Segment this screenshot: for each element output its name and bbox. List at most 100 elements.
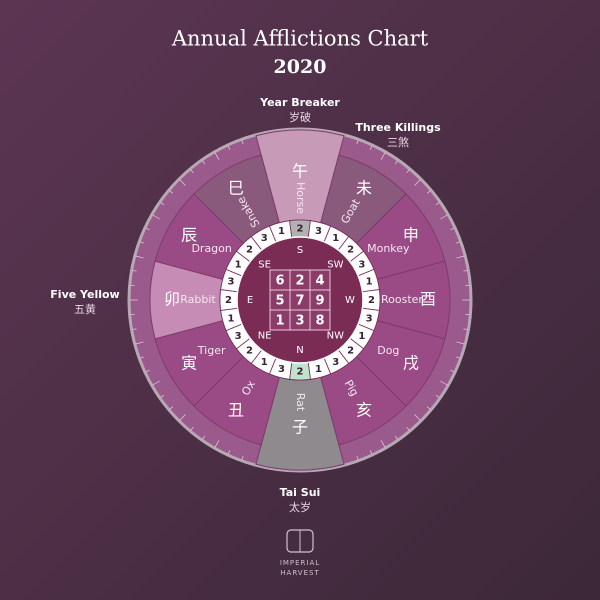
animal-chinese: 卯 [164, 290, 180, 309]
animal-chinese: 未 [356, 179, 372, 198]
mountain-number: 2 [246, 346, 253, 357]
direction-label: NW [327, 330, 344, 341]
degree-tick [426, 406, 431, 410]
title: Annual Afflictions Chart [171, 27, 429, 51]
grid-number: 5 [275, 294, 284, 309]
mountain-number: 3 [332, 357, 339, 368]
degree-tick [406, 169, 410, 174]
degree-tick [140, 356, 145, 359]
logo-text: HARVEST [280, 569, 319, 577]
degree-tick [214, 440, 220, 448]
mountain-number: 3 [227, 276, 234, 287]
animal-name: Dog [377, 344, 399, 357]
mountain-number: 3 [235, 331, 242, 342]
animal-name: Horse [294, 182, 307, 214]
animal-chinese: 辰 [181, 226, 197, 245]
mountain-number: 2 [225, 295, 232, 306]
degree-tick [406, 426, 410, 431]
degree-tick [152, 214, 160, 220]
animal-chinese: 寅 [181, 354, 197, 373]
mountain-number: 2 [246, 244, 253, 255]
degree-tick [414, 414, 421, 421]
grid-number: 6 [275, 274, 284, 289]
degree-tick [463, 328, 468, 330]
degree-tick [380, 440, 386, 448]
mountain-number: 2 [297, 224, 304, 235]
degree-tick [132, 328, 137, 330]
degree-tick [214, 152, 220, 160]
affliction-label: Five Yellow [50, 288, 119, 301]
degree-tick [414, 179, 421, 186]
grid-number: 3 [295, 314, 304, 329]
degree-tick [394, 160, 398, 165]
degree-tick [435, 394, 440, 398]
mountain-number: 2 [347, 346, 354, 357]
mountain-number: 1 [227, 314, 234, 325]
degree-tick [450, 369, 455, 373]
grid-number: 4 [315, 274, 324, 289]
degree-tick [435, 202, 440, 206]
degree-tick [179, 414, 186, 421]
mountain-number: 1 [261, 357, 268, 368]
grid-number: 2 [295, 274, 304, 289]
degree-tick [190, 169, 194, 174]
mountain-number: 2 [368, 295, 375, 306]
degree-tick [190, 426, 194, 431]
grid-number: 9 [315, 294, 324, 309]
degree-tick [450, 227, 455, 231]
degree-tick [169, 406, 174, 410]
animal-chinese: 亥 [356, 400, 372, 419]
grid-cell [309, 309, 331, 331]
mountain-number: 3 [366, 314, 373, 325]
direction-label: SE [258, 260, 271, 271]
degree-tick [455, 356, 460, 359]
affliction-label: Year Breaker [259, 96, 340, 109]
affliction-chinese: 岁破 [289, 110, 311, 124]
animal-name: Rabbit [180, 293, 216, 306]
degree-tick [145, 369, 150, 373]
degree-tick [369, 145, 373, 150]
mountain-number: 1 [235, 259, 242, 270]
affliction-chinese: 三煞 [387, 135, 409, 149]
direction-label: E [247, 295, 253, 306]
degree-tick [369, 450, 373, 455]
affliction-label: Three Killings [355, 121, 441, 134]
degree-tick [135, 341, 144, 345]
grid-number: 8 [315, 314, 324, 329]
animal-chinese: 戌 [403, 354, 419, 373]
degree-tick [160, 394, 165, 398]
mountain-number: 3 [261, 233, 268, 244]
degree-tick [241, 140, 244, 145]
year: 2020 [274, 56, 327, 78]
degree-tick [227, 145, 231, 150]
degree-tick [179, 179, 186, 186]
animal-name: Dragon [191, 242, 231, 255]
animal-name: Monkey [367, 242, 410, 255]
animal-chinese: 巳 [228, 179, 244, 198]
affliction-chinese: 五黄 [74, 302, 96, 316]
logo-text: IMPERIAL [280, 559, 320, 567]
degree-tick [160, 202, 165, 206]
mountain-number: 3 [358, 259, 365, 270]
degree-tick [202, 435, 206, 440]
animal-chinese: 申 [403, 226, 419, 245]
degree-tick [455, 241, 460, 244]
degree-tick [394, 435, 398, 440]
degree-tick [145, 227, 150, 231]
mountain-number: 1 [358, 331, 365, 342]
affliction-label: Tai Sui [280, 486, 321, 499]
mountain-number: 3 [315, 226, 322, 237]
degree-tick [169, 190, 174, 194]
degree-tick [140, 241, 145, 244]
degree-tick [440, 380, 448, 386]
animal-name: Rooster [381, 293, 423, 306]
mountain-number: 1 [278, 226, 285, 237]
degree-tick [426, 190, 431, 194]
degree-tick [132, 270, 137, 272]
degree-tick [135, 255, 144, 259]
mountain-number: 1 [315, 364, 322, 375]
grid-number: 7 [295, 294, 304, 309]
degree-tick [241, 455, 244, 460]
animal-name: Rat [294, 393, 307, 412]
